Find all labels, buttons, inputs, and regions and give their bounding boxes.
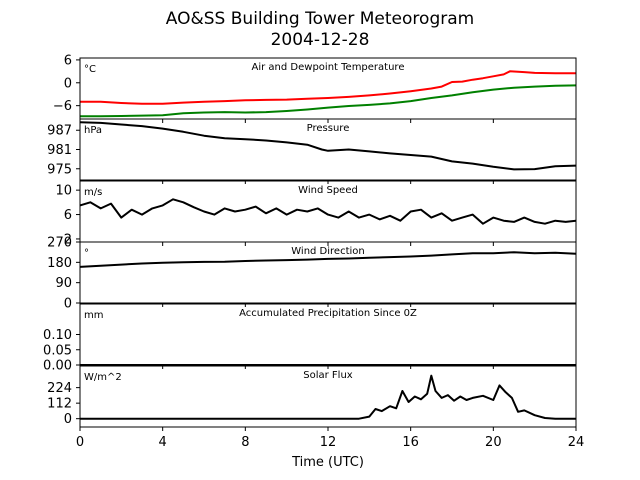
y-tick-label: 6 bbox=[64, 53, 72, 68]
y-tick-label: 0 bbox=[64, 297, 72, 312]
series-line-air-and-dewpoint-temperature-1 bbox=[80, 84, 577, 118]
panel-unit-label: m/s bbox=[84, 187, 102, 198]
panel-title: Solar Flux bbox=[303, 370, 353, 381]
y-tick-label: 981 bbox=[47, 143, 72, 158]
series-line-wind-speed-0 bbox=[79, 198, 577, 225]
panel-unit-label: ° bbox=[84, 248, 89, 259]
series-line-solar-flux-0 bbox=[80, 374, 576, 420]
panel-unit-label: W/m^2 bbox=[84, 372, 122, 383]
y-tick-label: 0.10 bbox=[43, 328, 72, 343]
panel-accumulated-precipitation-since-0z: 0.000.050.10 mm Accumulated Precipitation … bbox=[43, 303, 577, 374]
figure-title: AO&SS Building Tower Meteorogram bbox=[166, 9, 474, 29]
x-tick-label: 20 bbox=[485, 435, 502, 450]
panel-title: Accumulated Precipitation Since 0Z bbox=[239, 308, 417, 319]
x-tick-label: 8 bbox=[241, 435, 249, 450]
y-tick-label: 10 bbox=[55, 184, 72, 199]
series-line-wind-direction-0 bbox=[79, 251, 577, 268]
y-tick-label: 270 bbox=[47, 236, 72, 251]
y-tick-label: 0 bbox=[64, 76, 72, 91]
y-tick-label: 987 bbox=[47, 124, 72, 139]
y-tick-label: 180 bbox=[47, 256, 72, 271]
panel-unit-label: hPa bbox=[84, 125, 102, 136]
y-tick-label: 6 bbox=[64, 208, 72, 223]
panel-unit-label: mm bbox=[84, 310, 103, 321]
y-tick-label: 112 bbox=[47, 397, 72, 412]
y-tick-label: 2 bbox=[64, 232, 72, 247]
y-tick-label: 0.05 bbox=[43, 343, 72, 358]
y-tick-label: 224 bbox=[47, 381, 72, 396]
x-axis-label: Time (UTC) bbox=[291, 455, 364, 470]
y-tick-label: 0.00 bbox=[43, 359, 72, 374]
panel-wind-speed: 2 6 10 m/s Wind Speed bbox=[55, 180, 577, 247]
x-axis: 0 4 8 12 16 20 24 bbox=[76, 435, 584, 450]
y-tick-label: −6 bbox=[53, 99, 72, 114]
panel-air-and-dewpoint-temperature: −6 0 6 °C Air and Dewpoint Temperature bbox=[53, 53, 577, 123]
y-tick-label: 0 bbox=[64, 412, 72, 427]
x-tick-label: 12 bbox=[320, 435, 337, 450]
x-tick-label: 0 bbox=[76, 435, 84, 450]
panels: −6 0 6 °C Air and Dewpoint Temperature 975 981… bbox=[43, 53, 577, 431]
series-line-air-and-dewpoint-temperature-0 bbox=[80, 70, 576, 105]
panel-wind-direction: 0 90 180 270 ° Wind Direction bbox=[47, 236, 577, 312]
panel-pressure: 975 981 987 hPa Pressure bbox=[47, 118, 577, 184]
x-tick-label: 4 bbox=[159, 435, 167, 450]
series-line-pressure-0 bbox=[79, 121, 577, 171]
panel-unit-label: °C bbox=[84, 64, 96, 75]
y-tick-label: 975 bbox=[47, 162, 72, 177]
panel-title: Air and Dewpoint Temperature bbox=[252, 62, 405, 73]
panel-title: Wind Direction bbox=[291, 246, 365, 257]
y-tick-label: 90 bbox=[55, 276, 72, 291]
x-tick-label: 16 bbox=[402, 435, 419, 450]
x-tick-label: 24 bbox=[568, 435, 585, 450]
panel-title: Pressure bbox=[307, 123, 350, 134]
panel-title: Wind Speed bbox=[298, 185, 358, 196]
figure-date: 2004-12-28 bbox=[271, 30, 370, 50]
